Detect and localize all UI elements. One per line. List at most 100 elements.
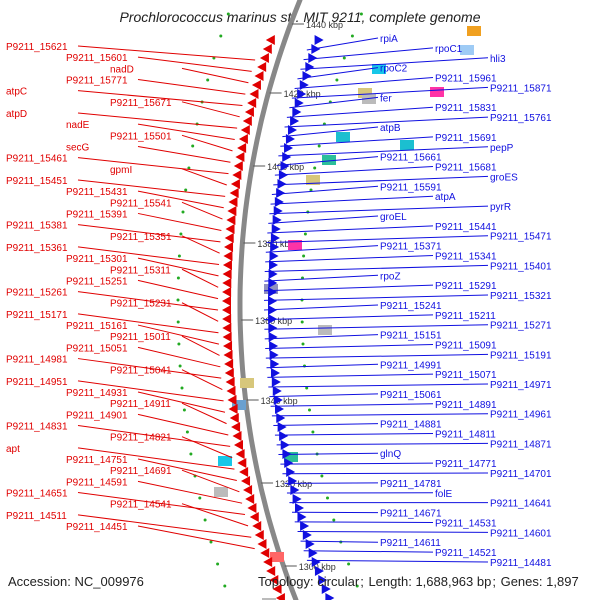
gene-label-left: P9211_14951 bbox=[6, 377, 68, 388]
forward-strand-gene bbox=[297, 89, 307, 99]
reverse-strand-gene bbox=[223, 251, 233, 261]
scale-tick-dot bbox=[198, 496, 202, 500]
leader-line-right bbox=[297, 67, 379, 80]
forward-strand-gene bbox=[314, 566, 324, 576]
gene-label-right: P9211_15191 bbox=[490, 350, 552, 361]
gene-label-right: P9211_15471 bbox=[490, 232, 552, 243]
reverse-strand-gene bbox=[265, 35, 275, 45]
gene-label-right: P9211_14521 bbox=[435, 548, 497, 559]
gene-label-right: P9211_15661 bbox=[380, 153, 442, 164]
reverse-strand-gene bbox=[225, 377, 235, 387]
forward-strand-gene bbox=[276, 188, 286, 198]
leader-line-left bbox=[77, 313, 219, 334]
leader-line-right bbox=[265, 343, 434, 350]
gene-label-right: P9211_15681 bbox=[435, 163, 497, 174]
leader-line-right bbox=[271, 185, 379, 195]
forward-strand-gene bbox=[314, 35, 324, 45]
reverse-strand-gene bbox=[230, 179, 240, 189]
gene-label-left: atpD bbox=[6, 109, 27, 120]
leader-line-left bbox=[181, 503, 249, 527]
leader-line-right bbox=[282, 472, 489, 475]
gene-label-left: P9211_15011 bbox=[110, 332, 171, 343]
reverse-strand-gene bbox=[231, 422, 241, 432]
reverse-strand-gene bbox=[257, 539, 267, 549]
reverse-strand-gene bbox=[254, 530, 264, 540]
reverse-strand-gene bbox=[226, 386, 236, 396]
gene-label-right: glnQ bbox=[380, 449, 401, 460]
forward-strand-gene bbox=[270, 359, 280, 369]
gene-label-left: P9211_14751 bbox=[66, 455, 128, 466]
leader-line-right bbox=[268, 383, 489, 388]
gene-label-left: P9211_15251 bbox=[66, 276, 128, 287]
reverse-strand-gene bbox=[266, 566, 276, 576]
gene-label-left: P9211_15621 bbox=[6, 42, 68, 53]
leader-line-left bbox=[77, 179, 226, 197]
leader-line-right bbox=[306, 37, 379, 51]
leader-line-left bbox=[77, 291, 219, 311]
reverse-strand-gene bbox=[263, 557, 273, 567]
leader-line-left bbox=[137, 458, 237, 481]
gene-label-right: P9211_14671 bbox=[380, 509, 442, 520]
reverse-strand-gene bbox=[222, 305, 232, 315]
feature-block bbox=[430, 87, 444, 97]
reverse-strand-gene bbox=[272, 584, 282, 594]
leader-line-left bbox=[77, 45, 256, 61]
gene-label-right: rpoC2 bbox=[380, 64, 408, 75]
reverse-strand-gene bbox=[224, 233, 234, 243]
gene-label-right: P9211_14531 bbox=[435, 518, 497, 529]
gene-label-right: P9211_15401 bbox=[490, 261, 552, 272]
forward-strand-gene bbox=[276, 413, 286, 423]
gene-label-left: P9211_15301 bbox=[66, 254, 128, 265]
leader-line-right bbox=[264, 274, 379, 282]
scale-tick-dot bbox=[179, 232, 183, 236]
forward-strand-gene bbox=[294, 98, 304, 108]
scale-tick-dot bbox=[311, 430, 315, 434]
reverse-strand-gene bbox=[228, 404, 238, 414]
gene-label-left: P9211_14911 bbox=[110, 399, 171, 410]
reverse-strand-gene bbox=[233, 161, 243, 171]
forward-strand-gene bbox=[268, 332, 278, 342]
leader-line-left bbox=[137, 56, 252, 72]
leader-line-right bbox=[265, 353, 489, 359]
reverse-strand-gene bbox=[227, 206, 237, 216]
scale-tick-dot bbox=[209, 540, 213, 544]
gene-label-right: P9211_14961 bbox=[490, 410, 552, 421]
gene-label-left: nadD bbox=[110, 64, 134, 75]
leader-line-left bbox=[77, 157, 229, 175]
scale-tick-dot bbox=[226, 12, 230, 16]
gene-label-left: P9211_15261 bbox=[6, 288, 68, 299]
leader-line-right bbox=[280, 462, 434, 465]
leader-line-right bbox=[264, 334, 379, 340]
length-label: Length: bbox=[368, 574, 412, 589]
leader-line-left bbox=[137, 480, 243, 504]
reverse-strand-gene bbox=[222, 278, 232, 288]
forward-strand-gene bbox=[272, 215, 282, 225]
leader-line-left bbox=[77, 447, 235, 470]
forward-strand-gene bbox=[274, 197, 284, 207]
gene-label-right: P9211_14481 bbox=[490, 558, 552, 569]
forward-strand-gene bbox=[321, 584, 331, 594]
gene-label-left: P9211_15451 bbox=[6, 176, 68, 187]
gene-label-right: P9211_15591 bbox=[380, 182, 442, 193]
forward-strand-gene bbox=[311, 44, 321, 54]
forward-strand-gene bbox=[270, 233, 280, 243]
leader-line-right bbox=[269, 393, 379, 398]
reverse-strand-gene bbox=[227, 395, 237, 405]
feature-block bbox=[358, 88, 372, 98]
reverse-strand-gene bbox=[235, 449, 245, 459]
leader-line-left bbox=[137, 525, 255, 550]
feature-block bbox=[218, 456, 232, 466]
gene-label-left: P9211_14981 bbox=[6, 355, 68, 366]
gene-label-right: P9211_15961 bbox=[435, 74, 497, 85]
forward-strand-gene bbox=[302, 530, 312, 540]
gene-label-right: P9211_14611 bbox=[380, 538, 441, 549]
reverse-strand-gene bbox=[262, 44, 272, 54]
leader-line-right bbox=[264, 324, 489, 330]
reverse-strand-gene bbox=[251, 80, 261, 90]
leader-line-left bbox=[77, 492, 246, 516]
feature-block bbox=[336, 132, 350, 142]
scale-tick-label: 1360 kbp bbox=[255, 316, 292, 326]
forward-strand-gene bbox=[273, 206, 283, 216]
gene-label-left: P9211_15541 bbox=[110, 198, 172, 209]
leader-line-left bbox=[181, 335, 220, 356]
